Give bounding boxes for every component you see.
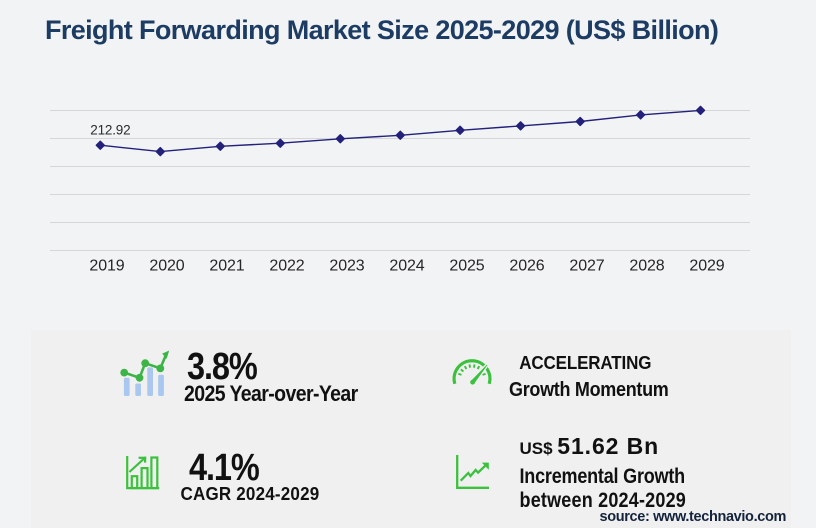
svg-text:2029: 2029	[689, 258, 724, 275]
svg-text:2020: 2020	[149, 258, 184, 275]
svg-text:2028: 2028	[629, 258, 664, 275]
svg-text:212.92: 212.92	[90, 123, 130, 138]
svg-text:2021: 2021	[209, 258, 244, 275]
svg-text:2024: 2024	[389, 258, 424, 275]
svg-text:2023: 2023	[329, 258, 364, 275]
svg-text:2022: 2022	[269, 258, 304, 275]
svg-text:2026: 2026	[509, 258, 544, 275]
svg-text:2027: 2027	[569, 258, 604, 275]
svg-text:2025: 2025	[449, 258, 484, 275]
svg-text:2019: 2019	[89, 258, 124, 275]
